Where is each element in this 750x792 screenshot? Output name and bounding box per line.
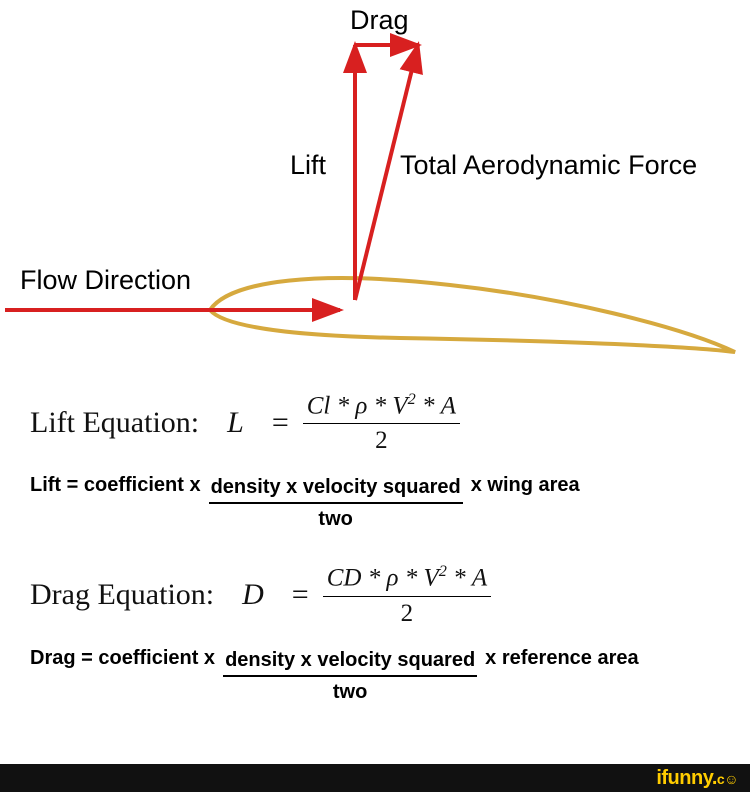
drag-label: Drag <box>350 5 409 36</box>
lift-word-right: x wing area <box>471 474 580 497</box>
drag-eq-label: Drag Equation: <box>30 578 214 612</box>
drag-word-fraction: density x velocity squared two <box>223 647 477 705</box>
equations-block: Lift Equation: L = Cl * ρ * V2 * A 2 Lif… <box>0 380 750 705</box>
lift-eq-equals: = <box>272 406 289 440</box>
lift-eq-var: L <box>227 406 244 440</box>
lift-eq-numerator: Cl * ρ * V2 * A <box>303 390 460 423</box>
airfoil-outline <box>210 278 735 352</box>
drag-eq-var: D <box>242 578 264 612</box>
watermark-suffix: c☺ <box>717 771 738 787</box>
lift-word-num: density x velocity squared <box>209 474 463 502</box>
drag-word-right: x reference area <box>485 647 638 670</box>
drag-equation-row: Drag Equation: D = CD * ρ * V2 * A 2 <box>30 562 720 628</box>
lift-word-den: two <box>209 502 463 532</box>
flow-direction-label: Flow Direction <box>20 265 191 296</box>
lift-label: Lift <box>290 150 326 181</box>
watermark-bar: ifunny.c☺ <box>0 764 750 792</box>
watermark-text: ifunny.c☺ <box>656 767 738 790</box>
diagram-svg <box>0 0 750 380</box>
lift-word-equation: Lift = coefficient x density x velocity … <box>30 474 720 532</box>
lift-equation-row: Lift Equation: L = Cl * ρ * V2 * A 2 <box>30 390 720 456</box>
drag-eq-fraction: CD * ρ * V2 * A 2 <box>323 562 491 628</box>
drag-word-left: Drag = coefficient x <box>30 647 215 670</box>
lift-eq-denominator: 2 <box>303 423 460 456</box>
drag-word-equation: Drag = coefficient x density x velocity … <box>30 647 720 705</box>
lift-word-fraction: density x velocity squared two <box>209 474 463 532</box>
drag-eq-equals: = <box>292 578 309 612</box>
total-force-label: Total Aerodynamic Force <box>400 150 697 181</box>
force-diagram: Drag Lift Total Aerodynamic Force Flow D… <box>0 0 750 380</box>
lift-word-left: Lift = coefficient x <box>30 474 201 497</box>
drag-eq-numerator: CD * ρ * V2 * A <box>323 562 491 595</box>
lift-eq-fraction: Cl * ρ * V2 * A 2 <box>303 390 460 456</box>
lift-eq-label: Lift Equation: <box>30 406 199 440</box>
drag-eq-denominator: 2 <box>323 596 491 629</box>
drag-word-num: density x velocity squared <box>223 647 477 675</box>
watermark-main: ifunny. <box>656 767 717 789</box>
drag-word-den: two <box>223 675 477 705</box>
